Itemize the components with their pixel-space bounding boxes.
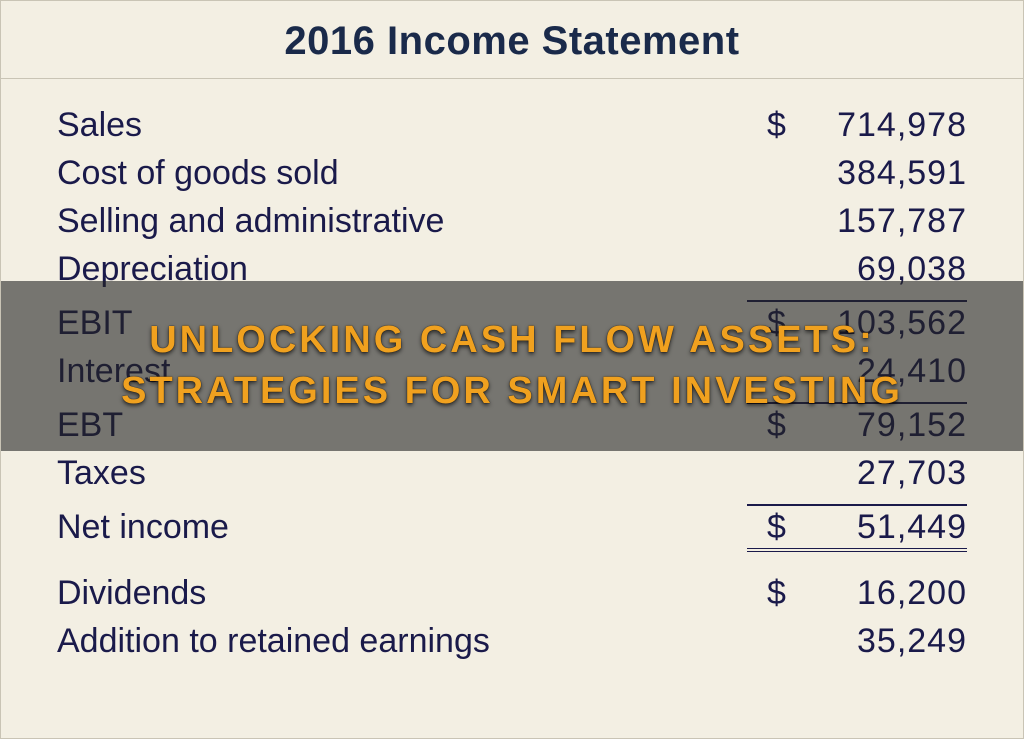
currency-symbol: $ [767, 576, 797, 610]
row-label: Sales [57, 108, 142, 142]
row-value: $ 16,200 [747, 576, 967, 610]
row-value: 35,249 [747, 624, 967, 658]
row-value: 384,591 [747, 156, 967, 190]
table-row: Cost of goods sold 384,591 [57, 149, 967, 197]
row-number: 384,591 [797, 156, 967, 190]
income-statement-page: 2016 Income Statement Sales $ 714,978 Co… [0, 0, 1024, 739]
row-value: 157,787 [747, 204, 967, 238]
row-value: $ 714,978 [747, 108, 967, 142]
row-label: Taxes [57, 456, 146, 490]
page-title: 2016 Income Statement [1, 19, 1023, 64]
headline-overlay: UNLOCKING CASH FLOW ASSETS: STRATEGIES F… [1, 281, 1023, 451]
row-value: 27,703 [747, 456, 967, 490]
table-row: Addition to retained earnings 35,249 [57, 617, 967, 665]
headline-text: UNLOCKING CASH FLOW ASSETS: STRATEGIES F… [61, 315, 963, 418]
row-number: 714,978 [797, 108, 967, 142]
row-label: Cost of goods sold [57, 156, 339, 190]
row-number: 157,787 [797, 204, 967, 238]
row-number: 51,449 [797, 510, 967, 544]
row-number: 16,200 [797, 576, 967, 610]
table-row: Sales $ 714,978 [57, 101, 967, 149]
row-label: Dividends [57, 576, 206, 610]
row-label: Addition to retained earnings [57, 624, 490, 658]
row-label: Selling and administrative [57, 204, 444, 238]
table-row: Taxes 27,703 [57, 449, 967, 497]
title-bar: 2016 Income Statement [1, 1, 1023, 79]
row-number: 35,249 [797, 624, 967, 658]
row-number: 27,703 [797, 456, 967, 490]
currency-symbol: $ [767, 108, 797, 142]
currency-symbol: $ [767, 510, 797, 544]
table-row: Dividends $ 16,200 [57, 569, 967, 617]
row-value: $ 51,449 [747, 504, 967, 544]
row-label: Net income [57, 510, 229, 544]
table-row: Net income $ 51,449 [57, 497, 967, 551]
table-row: Selling and administrative 157,787 [57, 197, 967, 245]
